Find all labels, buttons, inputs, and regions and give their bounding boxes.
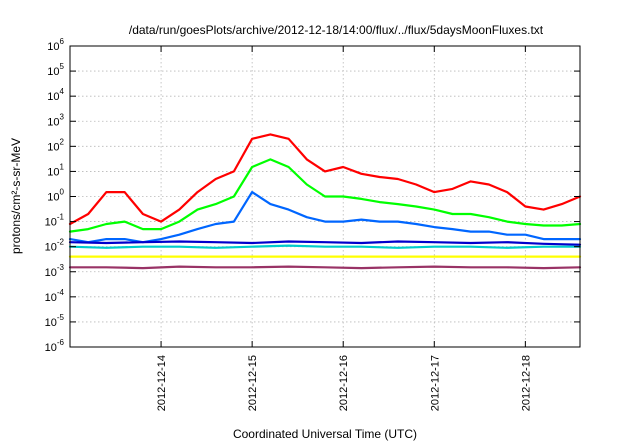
y-tick-label: 10-4 xyxy=(45,288,65,304)
chart-title: /data/run/goesPlots/archive/2012-12-18/1… xyxy=(129,23,544,37)
series-group xyxy=(68,133,582,270)
series-line-2 xyxy=(68,191,582,244)
y-tick-label: 10-1 xyxy=(45,213,65,229)
x-axis-label: Coordinated Universal Time (UTC) xyxy=(233,427,417,441)
y-tick-label: 10-3 xyxy=(45,263,65,279)
y-tick-label: 101 xyxy=(47,162,64,178)
x-tick-label: 2012-12-18 xyxy=(520,355,532,411)
axes: 10-6 10-5 10-4 10-3 10-2 10-1 100 101 102 103 104 1… xyxy=(45,37,580,411)
series-line-0 xyxy=(68,133,582,226)
series-line-1 xyxy=(68,158,582,233)
x-tick-label: 2012-12-14 xyxy=(156,355,168,411)
y-tick-label: 104 xyxy=(47,87,64,103)
y-tick-label: 10-5 xyxy=(45,313,65,329)
x-tick-label: 2012-12-17 xyxy=(429,355,441,411)
y-tick-label: 10-2 xyxy=(45,238,65,254)
y-tick-label: 106 xyxy=(47,37,64,53)
plot-frame xyxy=(69,45,581,348)
y-tick-label: 10-6 xyxy=(45,338,65,354)
y-tick-label: 105 xyxy=(47,62,64,78)
y-tick-label: 103 xyxy=(47,112,64,128)
x-tick-label: 2012-12-15 xyxy=(247,355,259,411)
series-line-3 xyxy=(68,244,582,249)
y-tick-label: 102 xyxy=(47,137,64,153)
series-line-6 xyxy=(68,265,582,270)
series-line-4 xyxy=(68,240,582,246)
y-tick-label: 100 xyxy=(47,188,64,204)
y-axis-label: protons/cm²-s-sr-MeV xyxy=(9,138,23,254)
x-tick-label: 2012-12-16 xyxy=(338,355,350,411)
